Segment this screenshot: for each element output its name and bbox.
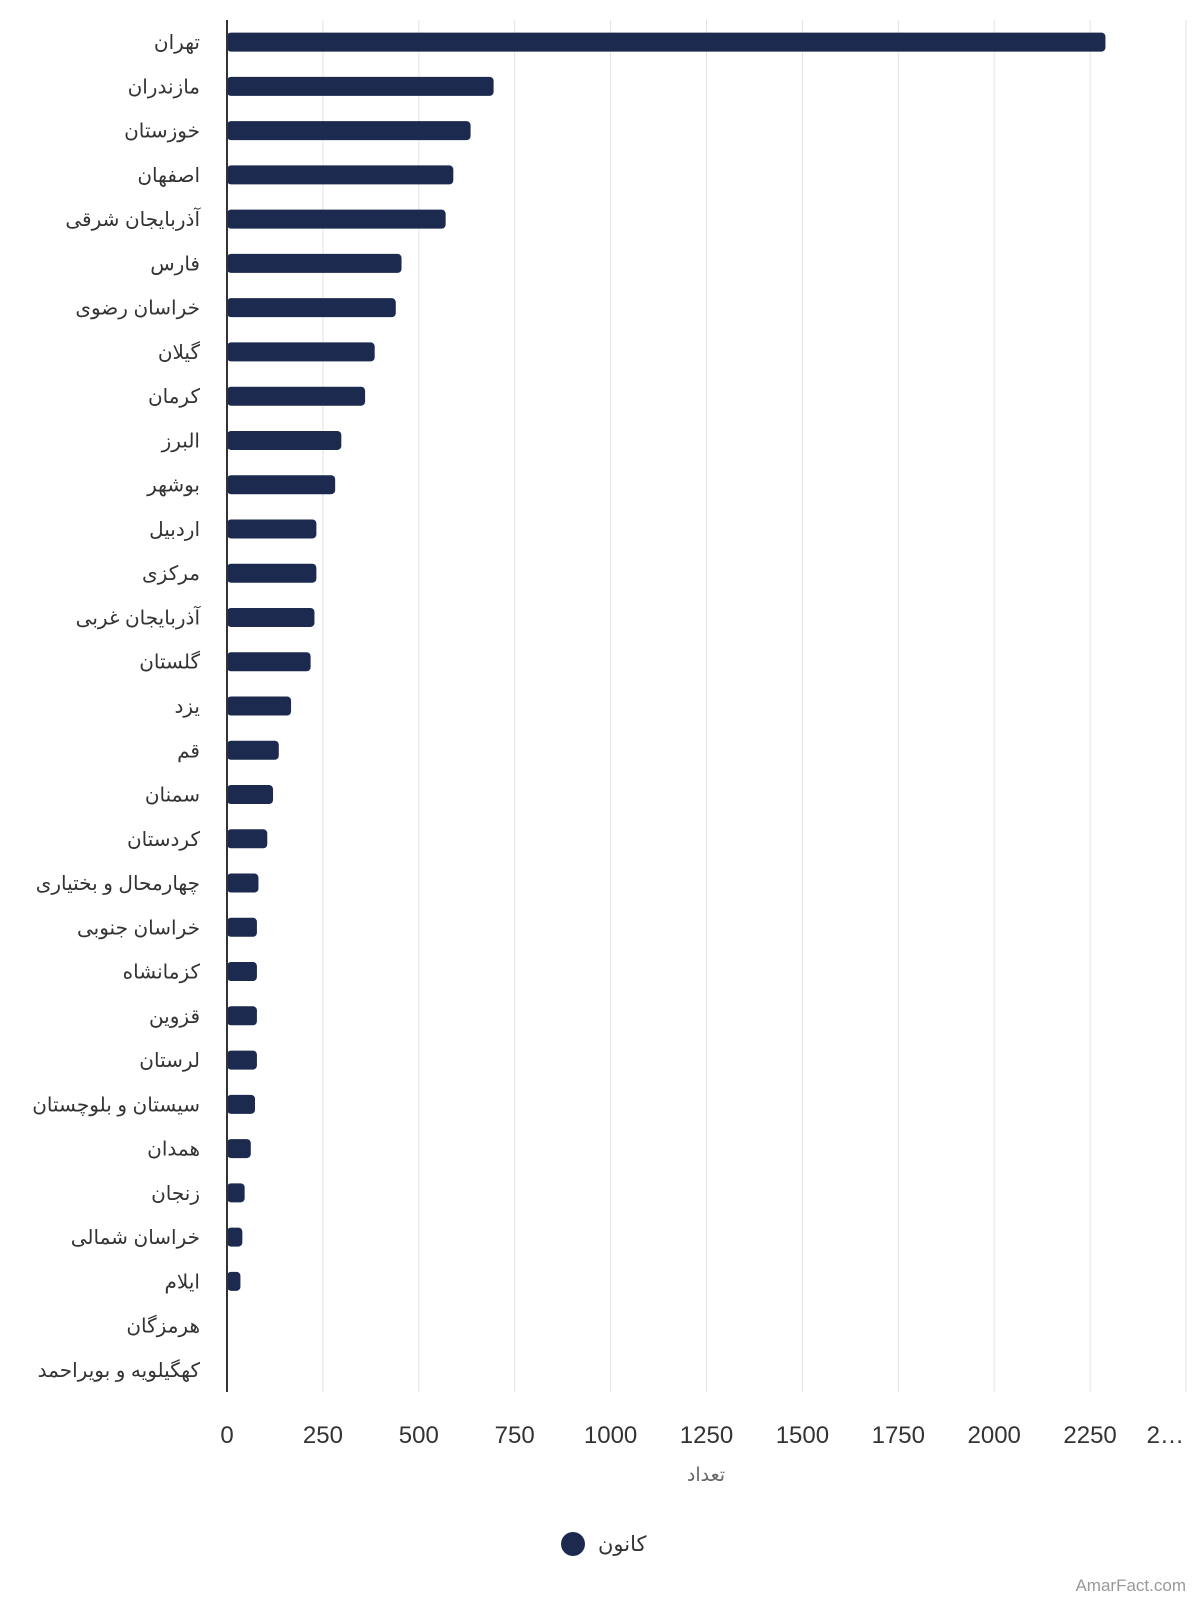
category-label: خوزستان [124, 121, 200, 143]
category-label: کهگیلویه و بویراحمد [38, 1359, 201, 1382]
category-label: گیلان [158, 341, 201, 364]
category-label: همدان [147, 1139, 200, 1161]
x-axis-title: تعداد [687, 1465, 725, 1486]
category-label: زنجان [151, 1183, 200, 1205]
legend-marker [561, 1532, 585, 1556]
bar[interactable] [227, 121, 471, 141]
bar[interactable] [227, 1050, 257, 1070]
bars [227, 32, 1106, 1291]
category-label: مرکزی [142, 563, 200, 585]
category-labels: تهران مازندران خوزستان اصفهان آذربایجان شرقی… [32, 32, 201, 1382]
bar[interactable] [227, 386, 366, 406]
bar[interactable] [227, 342, 375, 362]
x-tick-label: 1750 [872, 1422, 925, 1449]
bar[interactable] [227, 607, 315, 627]
legend-label: کانون [598, 1533, 647, 1556]
category-label: یزد [174, 696, 200, 718]
bar[interactable] [227, 962, 257, 982]
x-tick-label: 1000 [584, 1422, 637, 1449]
bar[interactable] [227, 563, 317, 583]
category-label: تهران [154, 32, 200, 54]
x-tick-label: 500 [399, 1422, 439, 1449]
bar[interactable] [227, 1227, 243, 1247]
category-label: لرستان [139, 1050, 200, 1072]
category-label: البرز [161, 430, 200, 452]
category-label: کزمانشاه [123, 962, 201, 984]
bar[interactable] [227, 696, 292, 716]
category-label: چهارمحال و بختیاری [36, 873, 200, 895]
bar[interactable] [227, 740, 279, 760]
bar[interactable] [227, 1006, 257, 1026]
bar[interactable] [227, 1271, 241, 1291]
category-label: ایلام [165, 1271, 200, 1293]
bar[interactable] [227, 1139, 251, 1159]
bar[interactable] [227, 430, 342, 450]
category-label: قزوین [149, 1006, 200, 1028]
x-tick-label: 2… [1147, 1422, 1184, 1449]
category-label: هرمزگان [126, 1315, 200, 1338]
category-label: آذربایجان شرقی [65, 206, 201, 231]
category-label: قم [177, 740, 200, 762]
legend[interactable]: کانون [561, 1532, 647, 1556]
category-label: مازندران [128, 76, 200, 98]
x-tick-label: 250 [303, 1422, 343, 1449]
category-label: بوشهر [146, 475, 200, 497]
bar[interactable] [227, 76, 494, 96]
bar[interactable] [227, 917, 257, 937]
category-label: سمنان [145, 785, 200, 807]
gridlines [322, 20, 1187, 1392]
category-label: خراسان جنوبی [77, 917, 200, 939]
bar[interactable] [227, 1094, 256, 1114]
x-tick-label: 1500 [776, 1422, 829, 1449]
bar[interactable] [227, 165, 454, 185]
category-label: سیستان و بلوچستان [32, 1094, 200, 1116]
bar[interactable] [227, 298, 396, 318]
category-label: اصفهان [137, 165, 200, 187]
category-label: گلستان [139, 651, 200, 674]
bar[interactable] [227, 1183, 245, 1203]
category-label: کرمان [148, 386, 201, 408]
category-label: خراسان رضوی [75, 298, 200, 320]
bar[interactable] [227, 829, 268, 849]
bar[interactable] [227, 785, 274, 805]
x-tick-label: 750 [495, 1422, 535, 1449]
bar[interactable] [227, 873, 259, 893]
category-label: فارس [150, 253, 200, 275]
bar[interactable] [227, 475, 336, 495]
category-label: اردبیل [149, 519, 200, 541]
x-tick-label: 2000 [968, 1422, 1021, 1449]
bar[interactable] [227, 519, 317, 539]
category-label: کردستان [127, 829, 201, 851]
x-tick-label: 0 [220, 1422, 233, 1449]
category-label: آذربایجان غربی [76, 604, 202, 629]
bar[interactable] [227, 209, 446, 229]
bar[interactable] [227, 253, 402, 273]
bar[interactable] [227, 652, 311, 672]
x-tick-labels: 0 250 500 750 1000 1250 1500 1750 2000 2250 2… [220, 1422, 1184, 1449]
credit-text[interactable]: AmarFact.com [1075, 1576, 1186, 1595]
x-tick-label: 2250 [1063, 1422, 1116, 1449]
bar[interactable] [227, 32, 1106, 52]
x-tick-label: 1250 [680, 1422, 733, 1449]
category-label: خراسان شمالی [71, 1227, 200, 1249]
